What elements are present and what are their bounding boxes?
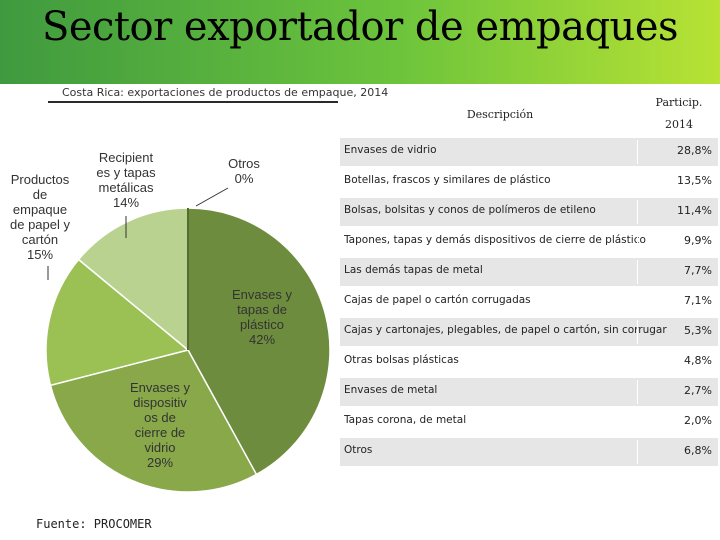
pie-label-3-line-0: Recipient: [98, 150, 154, 165]
table-row: Botellas, frascos y similares de plástic…: [340, 168, 718, 196]
table-row: Otros 6,8%: [340, 438, 718, 466]
pie-slice-3: [77, 207, 189, 352]
table-column-separator: [637, 350, 638, 374]
table-header-year: 2014: [665, 118, 693, 131]
table-cell-description: Bolsas, bolsitas y conos de polímeros de…: [344, 204, 596, 216]
pie-label-3-line-3: 14%: [112, 195, 140, 210]
pie-label-1-line-1: dispositiv: [133, 395, 187, 410]
pie-label-0-line-2: plástico: [239, 317, 285, 332]
pie-label-2-line-1: de: [32, 187, 48, 202]
table-cell-description: Cajas de papel o cartón corrugadas: [344, 294, 531, 306]
table-cell-share: 9,9%: [684, 234, 712, 247]
table-row: Envases de vidrio 28,8%: [340, 138, 718, 166]
table-cell-description: Otros: [344, 444, 373, 456]
pie-label-1-line-3: cierre de: [134, 425, 186, 440]
pie-label-1-line-5: 29%: [146, 455, 174, 470]
pie-label-2-line-5: 15%: [26, 247, 54, 262]
table-cell-share: 6,8%: [684, 444, 712, 457]
table-cell-share: 11,4%: [677, 204, 712, 217]
table-cell-description: Envases de vidrio: [344, 144, 437, 156]
table-column-separator: [637, 320, 638, 344]
table-header-description: Descripción: [466, 108, 534, 121]
table-header-particip: Particip.: [655, 96, 703, 109]
pie-label-1: Envases y dispositiv os de cierre de vidrio 2…: [120, 380, 200, 470]
table-column-separator: [637, 440, 638, 464]
table-cell-description: Envases de metal: [344, 384, 438, 396]
chart-subtitle: Costa Rica: exportaciones de productos d…: [62, 86, 389, 99]
pie-slice-0: [187, 207, 331, 476]
table-column-separator: [637, 230, 638, 254]
table-row: Las demás tapas de metal 7,7%: [340, 258, 718, 286]
pie-label-2: Productos de empaque de papel y cartón 15%: [2, 172, 78, 262]
table-cell-description: Las demás tapas de metal: [344, 264, 483, 276]
pie-label-3-line-1: es y tapas: [96, 165, 156, 180]
pie-label-2-line-4: cartón: [21, 232, 59, 247]
pie-label-0-line-1: tapas de: [237, 302, 287, 317]
table-cell-share: 7,7%: [684, 264, 712, 277]
table-cell-description: Otras bolsas plásticas: [344, 354, 459, 366]
table-cell-share: 4,8%: [684, 354, 712, 367]
pie-label-3: Recipient es y tapas metálicas 14%: [88, 150, 164, 210]
table-row: Tapones, tapas y demás dispositivos de c…: [340, 228, 718, 256]
table-cell-description: Tapas corona, de metal: [344, 414, 467, 426]
title-banner: Sector exportador de empaques: [0, 0, 720, 84]
table-column-separator: [637, 380, 638, 404]
table-column-separator: [637, 410, 638, 434]
table-row: Otras bolsas plásticas 4,8%: [340, 348, 718, 376]
pie-slice-2: [45, 258, 190, 387]
table-column-separator: [637, 290, 638, 314]
table-cell-share: 7,1%: [684, 294, 712, 307]
pie-chart: [45, 187, 331, 493]
table-row: Cajas de papel o cartón corrugadas 7,1%: [340, 288, 718, 316]
pie-label-0: Envases y tapas de plástico 42%: [222, 287, 302, 347]
table-row: Cajas y cartonajes, plegables, de papel …: [340, 318, 718, 346]
pie-label-4-line-1: 0%: [234, 171, 254, 186]
pie-label-1-line-0: Envases y: [130, 380, 190, 395]
pie-label-0-line-0: Envases y: [232, 287, 292, 302]
pie-label-3-line-2: metálicas: [98, 180, 154, 195]
table-column-separator: [637, 140, 638, 164]
pie-slice-1: [49, 349, 258, 493]
pie-label-1-line-4: vidrio: [144, 440, 176, 455]
pie-label-4: Otros 0%: [214, 156, 274, 186]
pie-label-0-line-3: 42%: [248, 332, 276, 347]
table-cell-share: 2,7%: [684, 384, 712, 397]
table-cell-share: 2,0%: [684, 414, 712, 427]
pie-label-4-line-0: Otros: [228, 156, 260, 171]
table-cell-share: 28,8%: [677, 144, 712, 157]
table-cell-share: 13,5%: [677, 174, 712, 187]
chart-subtitle-box: Costa Rica: exportaciones de productos d…: [48, 84, 388, 103]
pie-label-2-line-3: de papel y: [10, 217, 70, 232]
pie-label-1-line-2: os de: [144, 410, 176, 425]
table-cell-description: Tapones, tapas y demás dispositivos de c…: [344, 234, 646, 246]
table-row: Envases de metal 2,7%: [340, 378, 718, 406]
table-row: Bolsas, bolsitas y conos de polímeros de…: [340, 198, 718, 226]
source-note: Fuente: PROCOMER: [36, 517, 152, 531]
table-cell-share: 5,3%: [684, 324, 712, 337]
table-cell-description: Botellas, frascos y similares de plástic…: [344, 174, 551, 186]
pie-label-2-line-0: Productos: [10, 172, 70, 187]
table-column-separator: [637, 170, 638, 194]
table-cell-description: Cajas y cartonajes, plegables, de papel …: [344, 324, 667, 336]
leader-line-2: [195, 187, 229, 207]
pie-label-2-line-2: empaque: [12, 202, 68, 217]
page-title: Sector exportador de empaques: [41, 4, 679, 50]
table-column-separator: [637, 260, 638, 284]
table-column-separator: [637, 200, 638, 224]
table-row: Tapas corona, de metal 2,0%: [340, 408, 718, 436]
